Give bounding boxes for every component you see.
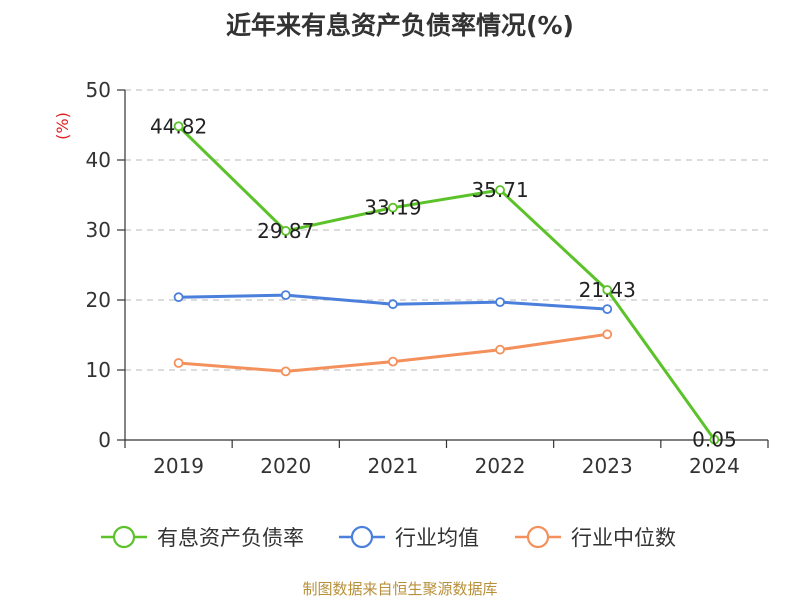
data-point <box>388 202 398 213</box>
data-label: 0.05 <box>692 428 737 452</box>
y-axis-unit-label: (%) <box>53 112 72 140</box>
x-tick-label: 2020 <box>260 454 311 478</box>
x-tick-label: 2022 <box>475 454 526 478</box>
data-point <box>173 358 184 368</box>
legend-marker-icon <box>350 525 374 549</box>
data-label: 44.82 <box>150 114 207 138</box>
axes: 0 10 20 30 40 50 2019 2020 2021 2022 2023 2024 <box>86 78 769 478</box>
legend-marker-icon <box>112 525 136 549</box>
x-tick-label: 2023 <box>582 454 633 478</box>
data-point <box>173 121 184 132</box>
y-tick-label: 0 <box>98 428 111 452</box>
y-tick-label: 40 <box>86 148 111 172</box>
data-point <box>709 434 720 445</box>
data-point <box>495 185 505 195</box>
y-tick-label: 10 <box>86 358 111 382</box>
series-lines <box>173 121 720 445</box>
legend: 有息资产负债率 行业均值 行业中位数 <box>101 525 676 550</box>
data-point <box>173 292 184 303</box>
gridlines <box>125 89 768 371</box>
data-point <box>280 290 291 301</box>
data-label: 21.43 <box>579 278 636 302</box>
source-note: 制图数据来自恒生聚源数据库 <box>302 580 497 598</box>
legend-label: 行业中位数 <box>571 526 676 550</box>
data-point <box>602 285 613 295</box>
data-label: 29.87 <box>257 219 314 243</box>
data-point <box>388 356 398 367</box>
series-line <box>177 124 716 442</box>
data-point <box>280 366 291 377</box>
data-label: 33.19 <box>364 196 421 220</box>
legend-item[interactable]: 行业中位数 <box>515 525 676 550</box>
y-tick-label: 50 <box>86 78 111 102</box>
legend-marker-icon <box>526 525 550 549</box>
legend-item[interactable]: 行业均值 <box>339 525 479 550</box>
data-point <box>495 344 505 355</box>
legend-item[interactable]: 有息资产负债率 <box>101 525 304 550</box>
x-tick-label: 2024 <box>689 454 740 478</box>
data-point <box>602 329 613 340</box>
data-point <box>280 226 291 236</box>
x-tick-label: 2019 <box>153 454 204 478</box>
data-labels: 44.82 29.87 33.19 35.71 21.43 0.05 <box>150 114 737 451</box>
data-point <box>495 297 505 308</box>
data-point <box>602 304 613 315</box>
x-tick-label: 2021 <box>367 454 418 478</box>
legend-label: 有息资产负债率 <box>157 526 304 550</box>
legend-label: 行业均值 <box>395 526 479 550</box>
y-tick-label: 30 <box>86 218 111 242</box>
y-tick-label: 20 <box>86 288 111 312</box>
data-label: 35.71 <box>471 178 528 202</box>
data-point <box>388 299 398 310</box>
chart-title: 近年来有息资产负债率情况(%) <box>226 11 574 40</box>
